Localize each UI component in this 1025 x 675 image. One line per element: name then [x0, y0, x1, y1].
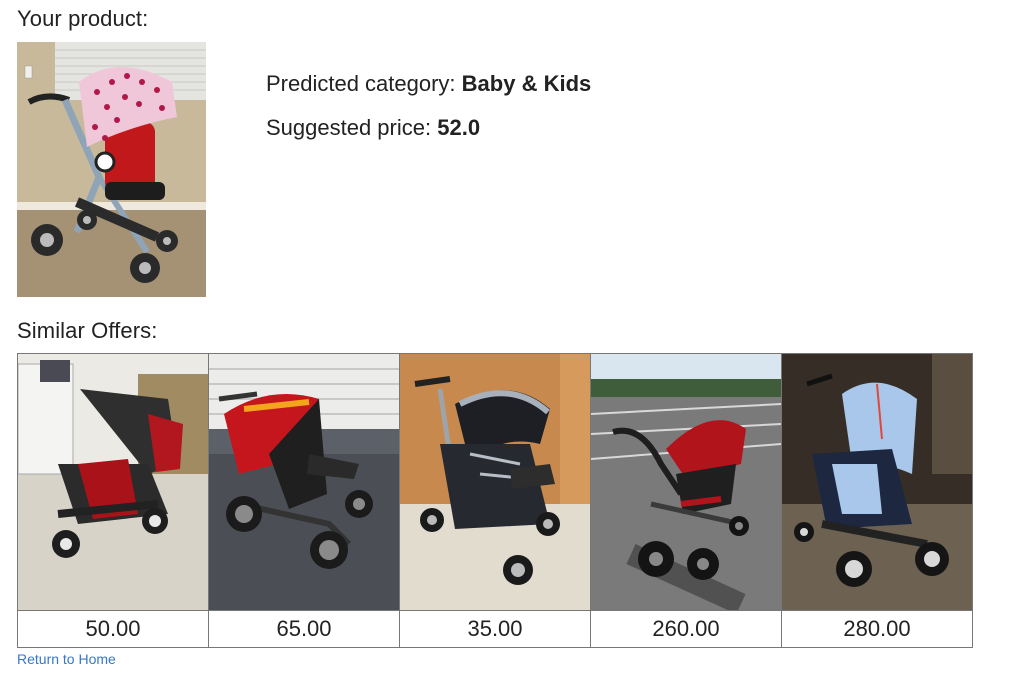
offer-photo: [209, 354, 399, 610]
offer-price: 65.00: [209, 611, 400, 648]
offer-price: 260.00: [591, 611, 782, 648]
offer-prices-row: 50.00 65.00 35.00 260.00 280.00: [18, 611, 973, 648]
offer-photo: [591, 354, 781, 610]
return-to-home-link[interactable]: Return to Home: [17, 651, 116, 667]
offer-photo: [18, 354, 208, 610]
predicted-category-value: Baby & Kids: [462, 71, 592, 96]
offer-cell: [400, 354, 591, 611]
your-product-heading: Your product:: [17, 6, 148, 32]
predicted-category-line: Predicted category: Baby & Kids: [266, 71, 591, 97]
offer-photo: [400, 354, 590, 610]
offer-cell: [782, 354, 973, 611]
offer-images-row: [18, 354, 973, 611]
product-photo: [17, 42, 206, 297]
suggested-price-line: Suggested price: 52.0: [266, 115, 480, 141]
offer-price: 35.00: [400, 611, 591, 648]
offer-photo: [782, 354, 972, 610]
predicted-category-label: Predicted category:: [266, 71, 456, 96]
suggested-price-label: Suggested price:: [266, 115, 431, 140]
similar-offers-heading: Similar Offers:: [17, 318, 157, 344]
offer-cell: [18, 354, 209, 611]
offer-cell: [591, 354, 782, 611]
suggested-price-value: 52.0: [437, 115, 480, 140]
similar-offers-table: 50.00 65.00 35.00 260.00 280.00: [17, 353, 973, 648]
offer-cell: [209, 354, 400, 611]
offer-price: 50.00: [18, 611, 209, 648]
offer-price: 280.00: [782, 611, 973, 648]
